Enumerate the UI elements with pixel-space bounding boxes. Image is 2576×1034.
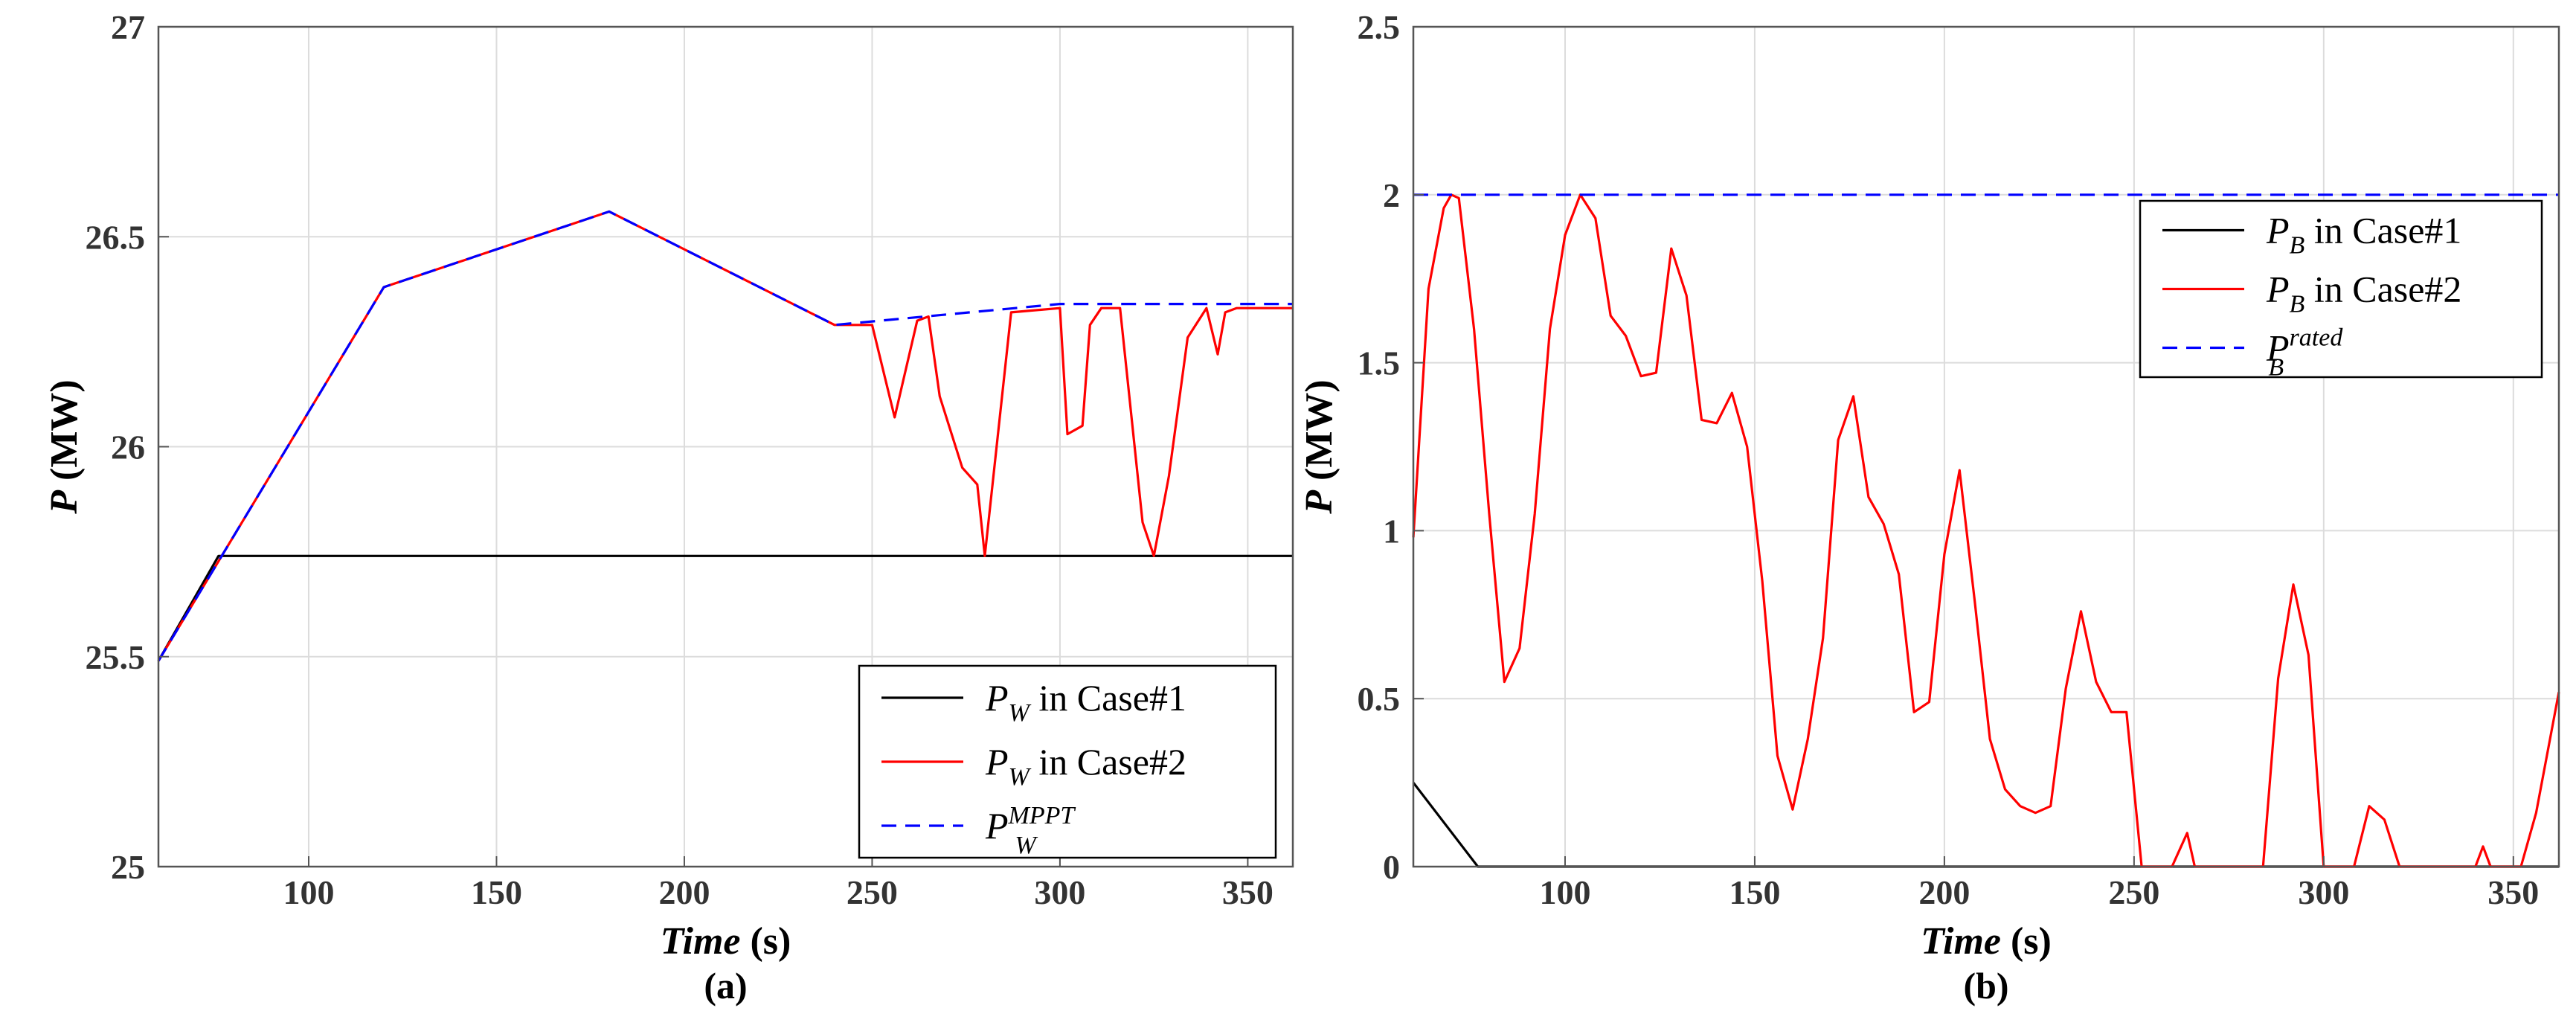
series-line-case2 bbox=[157, 210, 1293, 662]
x-tick-label: 350 bbox=[2487, 873, 2539, 911]
x-tick-label: 250 bbox=[847, 873, 898, 911]
chart-panel-b: 100 150 200 250 300 350 0 0.5 1 1.5 2 2.5 Time (s) P … bbox=[1298, 8, 2560, 1006]
y-axis-label: P (MW) bbox=[43, 379, 86, 514]
y-tick-label: 26.5 bbox=[86, 218, 146, 256]
y-tick-label: 2.5 bbox=[1358, 8, 1401, 46]
axes-frame bbox=[1412, 25, 2560, 868]
series-line-case2 bbox=[1412, 193, 2560, 868]
x-tick-label: 200 bbox=[658, 873, 710, 911]
x-tick-label: 300 bbox=[1034, 873, 1085, 911]
y-tick-label: 1 bbox=[1383, 512, 1400, 550]
x-tick-label: 150 bbox=[1729, 873, 1780, 911]
legend-entry-case2: PW in Case#2 bbox=[985, 741, 1186, 791]
x-tick-label: 300 bbox=[2298, 873, 2349, 911]
x-tick-label: 100 bbox=[283, 873, 334, 911]
y-tick-label: 1.5 bbox=[1358, 344, 1401, 382]
plot-area bbox=[1413, 27, 2559, 867]
legend-entry-reference: PMPPT W bbox=[985, 802, 1076, 859]
legend-entry-reference: Prated B bbox=[2266, 324, 2343, 382]
y-tick-label: 0 bbox=[1383, 848, 1400, 886]
x-tick-label: 100 bbox=[1539, 873, 1590, 911]
y-tick-label: 26 bbox=[111, 428, 145, 466]
legend-entry-case1: PB in Case#1 bbox=[2266, 210, 2461, 260]
legend: PB in Case#1 PB in Case#2 Prated B bbox=[2139, 199, 2543, 382]
chart-panel-a: 100 150 200 250 300 350 25 25.5 26 26.5 27 Time (s)… bbox=[43, 8, 1294, 1006]
panel-label: (b) bbox=[1963, 965, 2008, 1006]
legend-entry-case1: PW in Case#1 bbox=[985, 677, 1186, 727]
y-axis-label: P (MW) bbox=[1298, 379, 1340, 514]
legend: PW in Case#1 PW in Case#2 PMPPT W bbox=[858, 664, 1277, 859]
x-tick-label: 350 bbox=[1222, 873, 1273, 911]
x-axis-label: Time (s) bbox=[1921, 920, 2052, 963]
y-tick-label: 25 bbox=[111, 848, 145, 886]
x-axis-label: Time (s) bbox=[661, 920, 791, 963]
y-tick-label: 27 bbox=[111, 8, 145, 46]
x-tick-label: 150 bbox=[471, 873, 522, 911]
series-line-reference bbox=[157, 210, 1293, 662]
x-tick-label: 250 bbox=[2108, 873, 2159, 911]
legend-entry-case2: PB in Case#2 bbox=[2266, 269, 2461, 318]
y-tick-label: 0.5 bbox=[1358, 680, 1401, 718]
y-tick-label: 2 bbox=[1383, 176, 1400, 214]
y-tick-label: 25.5 bbox=[86, 638, 146, 676]
panel-label: (a) bbox=[704, 965, 747, 1006]
x-tick-label: 200 bbox=[1918, 873, 1970, 911]
